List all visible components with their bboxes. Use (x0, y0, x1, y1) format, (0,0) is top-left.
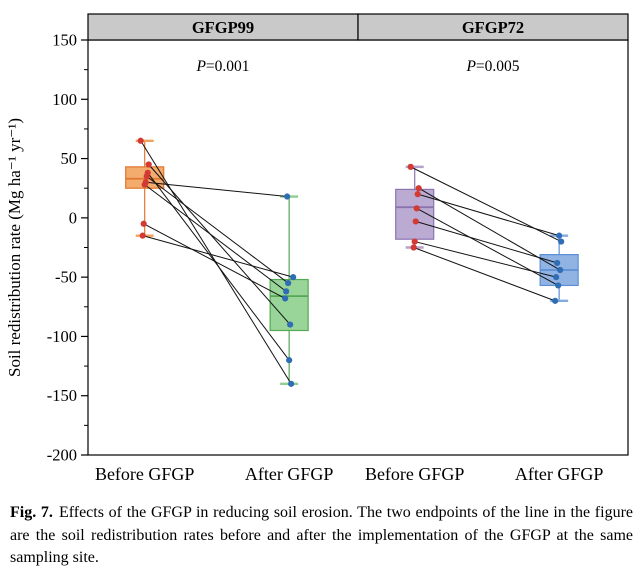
data-point-before (139, 232, 146, 239)
p-value-label: P=0.001 (195, 58, 249, 75)
data-point-after (555, 282, 562, 289)
data-point-before (411, 238, 418, 245)
data-point-after (286, 357, 293, 364)
data-point-before (137, 137, 144, 144)
data-point-before (410, 244, 417, 251)
y-tick-label: -50 (55, 268, 77, 287)
panel-header (87, 13, 359, 41)
data-point-after (554, 259, 561, 267)
data-point-after (285, 279, 292, 287)
figure-caption: Fig. 7. Effects of the GFGP in reducing s… (10, 502, 633, 570)
data-point-before (413, 205, 420, 212)
data-point-before (414, 191, 421, 198)
data-point-after (556, 232, 563, 239)
data-point-before (412, 218, 419, 225)
pair-line (416, 207, 559, 286)
pair-line (148, 164, 291, 325)
y-tick-label: -150 (47, 386, 77, 405)
x-tick-label: After GFGP (245, 464, 334, 484)
y-tick-label: -200 (47, 446, 77, 465)
data-point-after (557, 266, 564, 274)
data-point-after (287, 321, 294, 328)
data-point-after (288, 380, 295, 387)
pair-line (417, 193, 560, 237)
panel-header (357, 13, 629, 41)
data-point-after (553, 274, 560, 281)
data-point-after (283, 288, 290, 295)
y-tick-label: 100 (52, 90, 77, 109)
x-tick-label: Before GFGP (95, 464, 195, 484)
p-value-label: P=0.005 (465, 58, 519, 75)
pair-line (414, 241, 557, 278)
plot-frame (87, 39, 629, 456)
data-point-before (141, 181, 148, 188)
pair-line (413, 247, 556, 302)
pair-line (145, 181, 288, 198)
data-point-before (143, 173, 150, 180)
data-point-after (284, 193, 291, 200)
y-tick-label: -100 (47, 327, 77, 346)
y-tick-label: 50 (61, 149, 78, 168)
pair-line (143, 223, 286, 299)
soil-redistribution-chart: 150 100 50 0 -50 -100 -150 -200 Soil redistribut… (5, 13, 629, 484)
pair-line (142, 235, 294, 278)
paired-boxplot-svg: 150 100 50 0 -50 -100 -150 -200 Soil redistribut… (5, 13, 629, 484)
panel-title: GFGP99 (192, 18, 254, 37)
data-point-after (290, 274, 297, 281)
data-point-after (282, 295, 289, 302)
panel-title: GFGP72 (462, 18, 524, 37)
y-tick-label: 0 (69, 208, 77, 227)
data-point-before (140, 220, 147, 227)
data-point-after (558, 238, 565, 245)
y-axis-label: Soil redistribution rate (Mg ha⁻¹ yr⁻¹) (5, 118, 24, 377)
data-point-before (415, 185, 422, 192)
x-tick-label: After GFGP (515, 464, 604, 484)
figure-caption-label: Fig. 7. (10, 504, 53, 521)
pair-line (415, 220, 558, 264)
x-tick-label: Before GFGP (365, 464, 465, 484)
pair-line (147, 172, 290, 361)
pair-line (144, 184, 287, 292)
figure-caption-text: Effects of the GFGP in reducing soil ero… (10, 504, 634, 567)
data-point-before (407, 163, 414, 170)
pair-line (146, 175, 289, 284)
data-point-after (552, 297, 559, 304)
data-point-before (145, 161, 152, 168)
y-tick-label: 150 (52, 31, 77, 50)
